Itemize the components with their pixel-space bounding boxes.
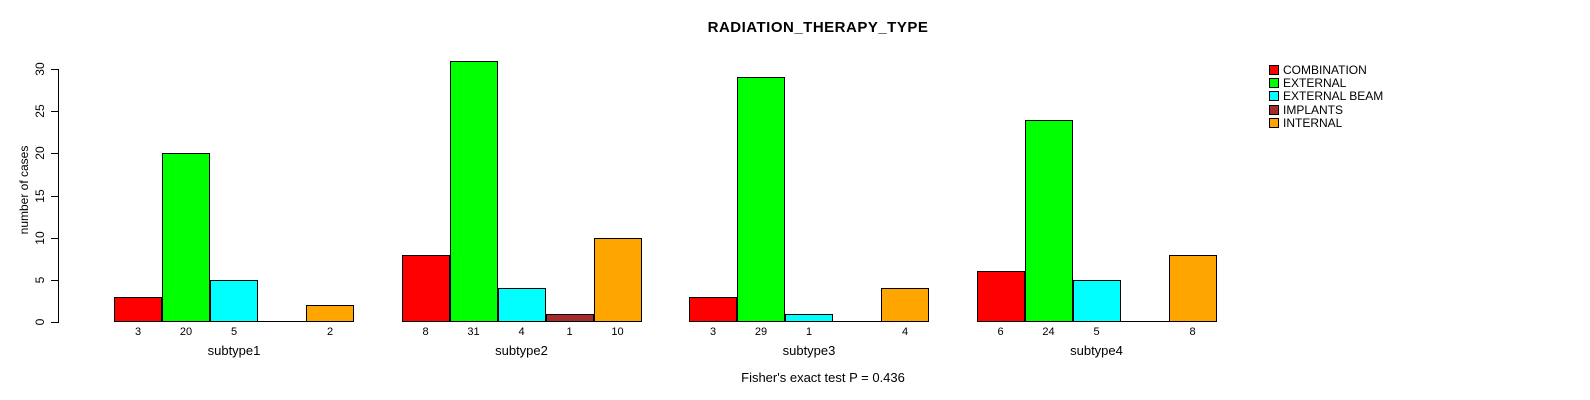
y-tick-mark bbox=[51, 195, 58, 197]
y-tick-mark bbox=[51, 153, 58, 155]
zero-bar-line bbox=[833, 321, 881, 322]
bar-value-label: 8 bbox=[422, 326, 429, 338]
y-tick-mark bbox=[51, 279, 58, 281]
bar bbox=[689, 296, 737, 322]
y-tick-mark bbox=[51, 322, 58, 323]
zero-bar-line bbox=[1120, 321, 1169, 322]
legend-item: COMBINATION bbox=[1269, 63, 1383, 76]
bar bbox=[497, 288, 546, 322]
y-tick-mark bbox=[51, 237, 58, 239]
y-tick-label: 15 bbox=[33, 188, 47, 203]
legend-item: INTERNAL bbox=[1269, 117, 1383, 130]
legend-swatch bbox=[1269, 78, 1279, 89]
bar-value-label: 5 bbox=[230, 326, 238, 338]
bar bbox=[737, 77, 785, 322]
bar-value-label: 4 bbox=[901, 326, 909, 338]
x-category-label: subtype4 bbox=[1070, 343, 1123, 358]
y-tick-mark bbox=[51, 111, 58, 113]
bar-value-label: 29 bbox=[754, 326, 768, 338]
bar bbox=[210, 279, 258, 322]
bar-value-label: 3 bbox=[709, 326, 717, 338]
y-tick-mark bbox=[51, 69, 58, 70]
bar-value-label: 31 bbox=[467, 326, 480, 338]
x-category-label: subtype3 bbox=[782, 343, 836, 358]
y-tick-label: 25 bbox=[33, 104, 47, 118]
bar bbox=[306, 305, 354, 322]
x-category-label: subtype2 bbox=[495, 343, 548, 358]
bar-value-label: 4 bbox=[518, 326, 525, 338]
bar bbox=[545, 313, 594, 322]
bar-value-label: 1 bbox=[805, 326, 813, 338]
bar-value-label: 5 bbox=[1093, 326, 1100, 338]
legend-label: EXTERNAL bbox=[1283, 76, 1347, 91]
y-tick-label: 30 bbox=[33, 62, 47, 76]
bar bbox=[976, 271, 1025, 322]
legend-swatch bbox=[1269, 118, 1279, 129]
bar bbox=[1024, 119, 1073, 322]
bar-value-label: 1 bbox=[566, 326, 573, 338]
x-category-label: subtype1 bbox=[207, 343, 261, 358]
legend-item: IMPLANTS bbox=[1269, 103, 1383, 116]
bar-value-label: 3 bbox=[134, 326, 142, 338]
legend-swatch bbox=[1269, 104, 1279, 115]
legend-swatch bbox=[1269, 91, 1279, 102]
bar-value-label: 24 bbox=[1042, 326, 1055, 338]
y-tick-label: 20 bbox=[33, 146, 47, 161]
legend-label: EXTERNAL BEAM bbox=[1283, 89, 1384, 104]
bar bbox=[785, 313, 833, 322]
legend-label: IMPLANTS bbox=[1283, 102, 1344, 117]
fisher-test-caption: Fisher's exact test P = 0.436 bbox=[741, 370, 905, 385]
bar bbox=[1168, 254, 1217, 322]
legend-label: INTERNAL bbox=[1283, 116, 1343, 131]
bar-value-label: 6 bbox=[997, 326, 1004, 338]
bar bbox=[1072, 279, 1121, 322]
bar bbox=[114, 296, 162, 322]
bar-value-label: 2 bbox=[326, 326, 334, 338]
y-tick-label: 0 bbox=[33, 318, 47, 326]
zero-bar-line bbox=[258, 321, 306, 322]
bar-value-label: 20 bbox=[179, 326, 193, 338]
bar-value-label: 10 bbox=[611, 326, 624, 338]
bar bbox=[881, 288, 929, 322]
legend-swatch bbox=[1269, 64, 1279, 75]
y-tick-label: 5 bbox=[33, 276, 47, 284]
chart-title: RADIATION_THERAPY_TYPE bbox=[707, 19, 929, 36]
legend-label: COMBINATION bbox=[1283, 62, 1367, 77]
bar-value-label: 8 bbox=[1189, 326, 1196, 338]
legend-item: EXTERNAL BEAM bbox=[1269, 90, 1383, 103]
legend: COMBINATION EXTERNAL EXTERNAL BEAM IMPLANTS… bbox=[1269, 63, 1383, 130]
bar bbox=[162, 153, 210, 322]
bar bbox=[401, 254, 450, 322]
y-tick-label: 10 bbox=[33, 230, 47, 245]
legend-item: EXTERNAL bbox=[1269, 76, 1383, 89]
bar bbox=[449, 60, 498, 322]
bar bbox=[593, 237, 642, 322]
y-axis-line bbox=[58, 69, 59, 323]
